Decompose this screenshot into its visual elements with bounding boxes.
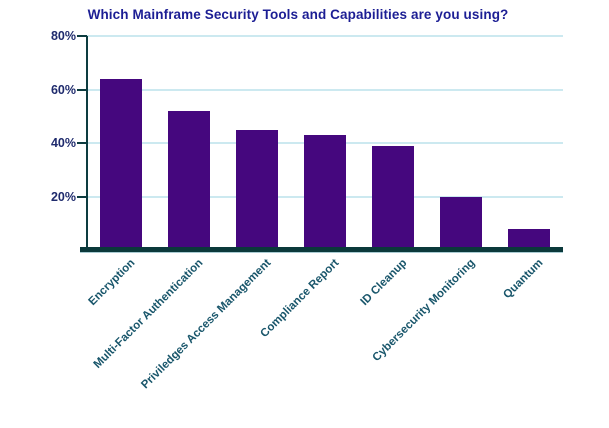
gridline-60 <box>87 88 563 91</box>
bar-id-cleanup <box>371 145 414 249</box>
bar-multi-factor-authentication <box>168 110 211 249</box>
chart-title: Which Mainframe Security Tools and Capab… <box>87 7 509 22</box>
y-axis-line <box>85 36 88 252</box>
bar-compliance-report <box>304 134 346 249</box>
y-tick-label-60: 60% <box>50 82 76 97</box>
y-axis-tick-80 <box>77 35 87 37</box>
y-axis-tick-20 <box>77 195 87 198</box>
bar-encryption <box>100 78 143 249</box>
y-tick-label-80: 80% <box>50 29 76 43</box>
y-tick-label-20: 20% <box>50 189 76 204</box>
gridline-80 <box>87 35 563 37</box>
bar-chart: Which Mainframe Security Tools and Capab… <box>50 7 563 391</box>
bar-quantum <box>507 228 550 249</box>
x-axis-baseline <box>80 247 563 252</box>
y-axis-tick-60 <box>77 88 87 91</box>
bar-cybersecurity-monitoring <box>439 196 482 249</box>
y-axis-tick-40 <box>77 142 87 144</box>
y-tick-label-40: 40% <box>50 136 76 150</box>
bar-priviledges-access-management <box>236 129 279 249</box>
